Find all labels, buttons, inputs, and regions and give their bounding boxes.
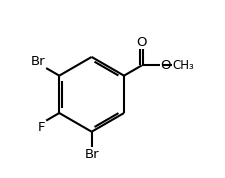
Text: CH₃: CH₃: [172, 59, 194, 72]
Text: Br: Br: [84, 148, 99, 161]
Text: Br: Br: [31, 55, 45, 68]
Text: F: F: [38, 121, 45, 134]
Text: O: O: [136, 35, 146, 49]
Text: O: O: [159, 59, 170, 72]
